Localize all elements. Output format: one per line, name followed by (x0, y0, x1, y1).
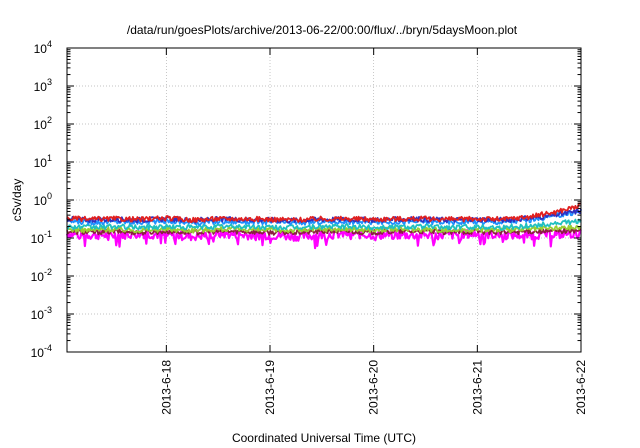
y-axis: 10-4 10-3 10-2 10-1 100 101 102 103 104 (31, 39, 581, 360)
x-tick-label: 2013-6-21 (470, 360, 484, 415)
y-axis-label: cSv/day (10, 179, 24, 222)
y-tick-label: 10-1 (31, 229, 52, 246)
series-group (65, 202, 582, 250)
x-tick-label: 2013-6-22 (574, 360, 588, 415)
y-tick-label: 10-4 (31, 343, 52, 360)
series-line-2 (66, 227, 581, 236)
y-tick-label: 103 (34, 77, 52, 94)
x-axis: 2013-6-18 2013-6-19 2013-6-20 2013-6-21 2013… (159, 48, 588, 415)
series-line-7 (66, 202, 582, 224)
y-tick-label: 100 (34, 191, 52, 208)
y-tick-label: 10-2 (31, 267, 52, 284)
series-line-4 (66, 218, 582, 231)
x-tick-label: 2013-6-19 (263, 360, 277, 415)
y-tick-label: 10-3 (31, 305, 52, 322)
x-axis-label: Coordinated Universal Time (UTC) (232, 431, 416, 445)
y-tick-label: 101 (34, 153, 52, 170)
y-tick-label: 102 (34, 115, 52, 132)
plot-frame (66, 47, 582, 353)
x-tick-label: 2013-6-20 (367, 360, 381, 415)
chart-title: /data/run/goesPlots/archive/2013-06-22/0… (127, 23, 518, 37)
y-tick-label: 104 (34, 39, 52, 56)
x-tick-label: 2013-6-18 (159, 360, 173, 415)
grid (67, 48, 581, 352)
